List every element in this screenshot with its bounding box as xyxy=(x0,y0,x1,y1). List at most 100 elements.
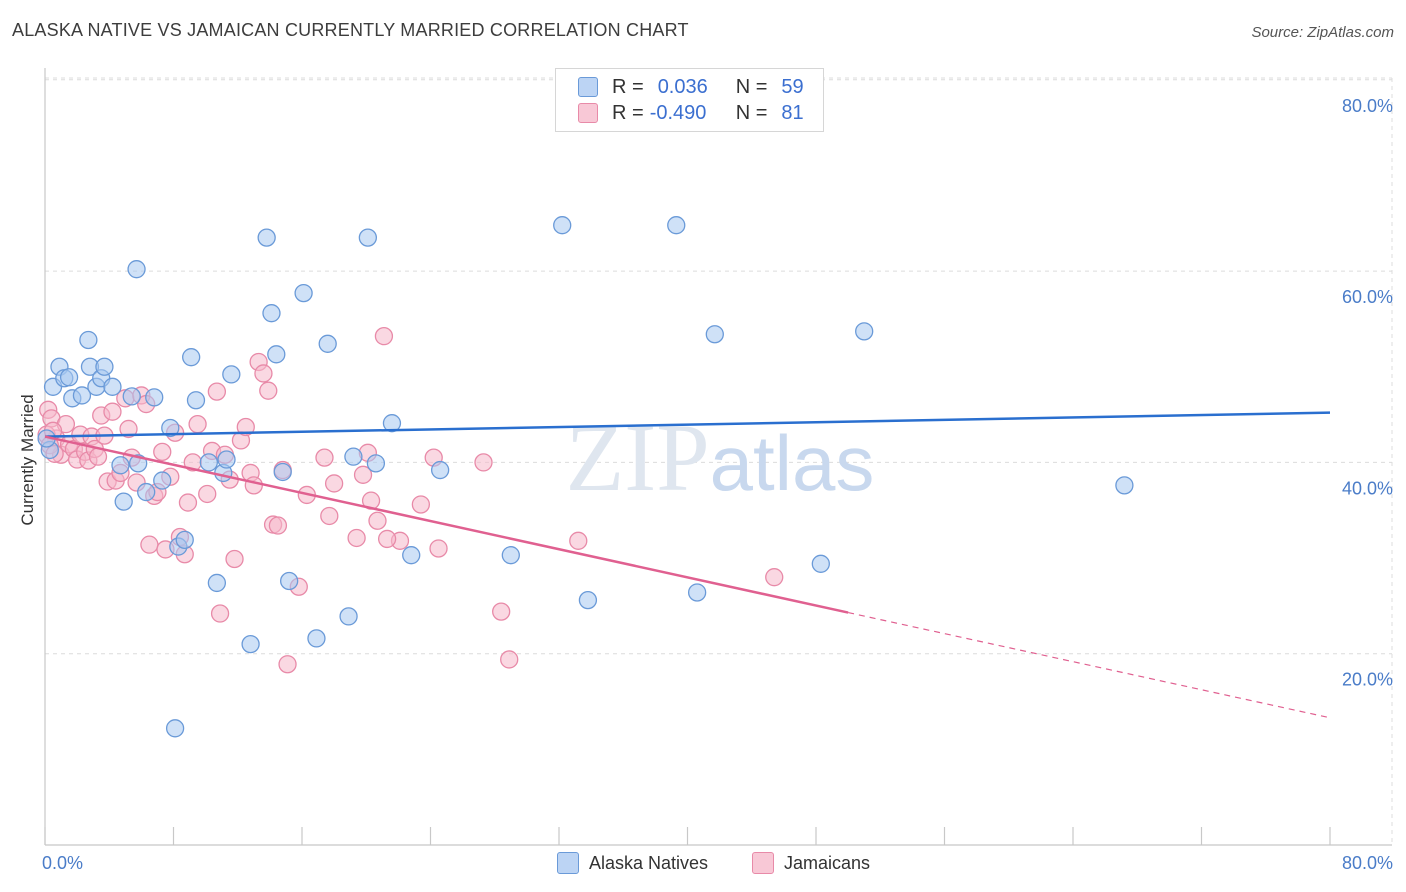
data-point xyxy=(161,418,180,438)
data-point xyxy=(344,447,363,466)
legend-item-alaska-natives[interactable]: Alaska Natives xyxy=(557,852,708,874)
legend-label: Alaska Natives xyxy=(589,852,709,873)
stats-legend: R = 0.036 N = 59 R = -0.490 N = 81 xyxy=(555,68,824,132)
alaska-swatch xyxy=(557,852,579,874)
data-point xyxy=(430,460,450,480)
data-point xyxy=(127,260,146,279)
data-point xyxy=(153,442,172,462)
data-point xyxy=(178,493,198,512)
data-point xyxy=(366,454,386,473)
n-value: 81 xyxy=(781,101,804,124)
data-point xyxy=(279,571,299,591)
data-point xyxy=(225,549,244,569)
data-point xyxy=(315,448,334,467)
chart-title: ALASKA NATIVE VS JAMAICAN CURRENTLY MARR… xyxy=(12,20,689,40)
data-point xyxy=(411,495,431,514)
r-label: R = xyxy=(612,75,644,98)
data-point xyxy=(273,462,292,482)
trend-line-jamaicans-extension xyxy=(847,611,1331,719)
data-point xyxy=(500,650,519,669)
data-point xyxy=(492,602,511,621)
data-point xyxy=(122,387,141,406)
data-point xyxy=(257,228,276,247)
stats-row-jamaicans: R = -0.490 N = 81 xyxy=(578,101,804,125)
data-point xyxy=(811,554,830,573)
data-point xyxy=(103,402,122,421)
data-point xyxy=(210,604,230,623)
data-point xyxy=(79,330,98,350)
trend-lines xyxy=(44,411,1331,719)
data-point xyxy=(188,414,207,434)
r-label: R = xyxy=(612,101,644,124)
x-tick-label: 80.0% xyxy=(1342,853,1393,873)
data-point xyxy=(667,216,686,235)
data-point xyxy=(320,506,339,526)
alaska-swatch xyxy=(578,77,598,97)
data-point xyxy=(687,583,707,602)
data-point xyxy=(254,364,273,383)
data-point xyxy=(140,535,159,554)
jamaicans-swatch xyxy=(752,852,774,874)
tick-labels: 20.0% 40.0% 60.0% 80.0% 0.0% 80.0% xyxy=(42,96,1393,873)
data-point xyxy=(145,388,164,407)
data-point xyxy=(119,419,138,439)
data-point xyxy=(578,590,598,610)
watermark: ZIPatlas xyxy=(566,404,875,511)
data-point xyxy=(137,482,156,502)
data-point xyxy=(374,326,394,346)
legend-label: Jamaicans xyxy=(784,852,871,873)
data-point xyxy=(278,655,297,674)
stats-row-alaska: R = 0.036 N = 59 xyxy=(578,75,804,99)
data-point xyxy=(705,325,724,344)
data-point xyxy=(198,484,217,504)
r-value: -0.490 xyxy=(649,101,707,124)
series-legend: Alaska Natives Jamaicans xyxy=(0,852,1406,878)
data-point xyxy=(765,568,784,587)
data-point xyxy=(259,381,278,400)
data-point xyxy=(318,334,337,353)
data-point xyxy=(186,391,206,410)
data-point xyxy=(429,539,448,558)
data-point xyxy=(1115,476,1134,495)
data-point xyxy=(474,453,493,472)
data-point xyxy=(72,386,92,405)
data-point xyxy=(855,322,874,341)
data-point xyxy=(368,511,387,530)
data-point xyxy=(501,546,520,565)
data-point xyxy=(111,456,130,475)
data-point xyxy=(262,304,281,323)
n-label: N = xyxy=(735,101,768,124)
y-tick-label: 40.0% xyxy=(1342,478,1393,498)
legend-item-jamaicans[interactable]: Jamaicans xyxy=(752,852,870,874)
data-point xyxy=(382,414,402,433)
data-point xyxy=(175,530,194,550)
x-tick-label: 0.0% xyxy=(42,853,83,873)
data-point xyxy=(199,453,218,472)
data-point xyxy=(307,629,326,648)
data-point xyxy=(377,529,397,549)
data-point xyxy=(217,450,236,469)
data-point xyxy=(59,368,79,387)
data-point xyxy=(353,465,373,484)
y-tick-label: 60.0% xyxy=(1342,287,1393,307)
data-point xyxy=(207,382,227,401)
data-point xyxy=(358,228,378,247)
data-point xyxy=(294,283,313,303)
data-point xyxy=(241,634,260,654)
data-point xyxy=(324,474,344,493)
data-point xyxy=(267,345,286,364)
data-point xyxy=(339,607,358,626)
trend-line-alaska xyxy=(44,411,1331,438)
source-label: Source: ZipAtlas.com xyxy=(1251,24,1394,41)
trend-line-jamaicans xyxy=(44,435,849,614)
watermark-atlas: atlas xyxy=(710,419,875,507)
n-value: 59 xyxy=(781,75,804,98)
data-point xyxy=(236,417,255,437)
watermark-zip: ZIP xyxy=(566,404,710,511)
data-point xyxy=(103,377,122,396)
data-point xyxy=(244,476,263,495)
data-point xyxy=(553,216,572,235)
y-tick-label: 20.0% xyxy=(1342,670,1393,690)
data-point xyxy=(153,471,172,490)
